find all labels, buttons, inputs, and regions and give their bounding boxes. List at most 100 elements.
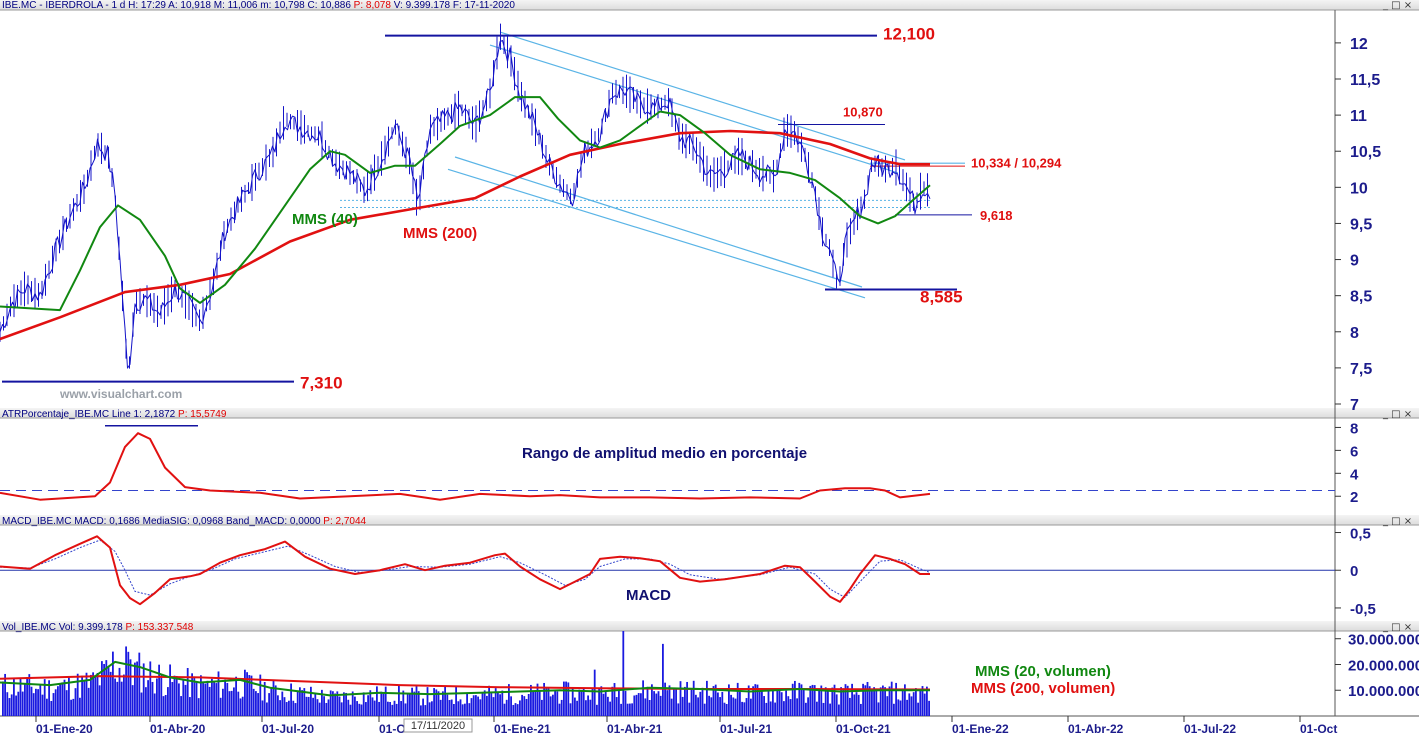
volume-bar [92,672,94,716]
volume-bar [688,702,691,716]
volume-bar [90,674,92,716]
volume-window-buttons[interactable]: _ □ × [1383,622,1413,633]
volume-bar [208,686,211,716]
volume-bar [63,679,66,716]
x-tick-label: 01-Ene-21 [494,722,551,736]
volume-bar [769,701,772,716]
volume-bar [706,680,708,716]
volume-bar [765,702,768,716]
volume-bar [290,683,292,716]
volume-bar [426,687,429,716]
volume-bar [549,696,552,716]
volume-bar [926,686,928,716]
volume-bar [459,699,462,716]
volume-bar [125,646,127,716]
volume-bar [468,703,471,716]
price-level-label: 8,585 [920,288,963,307]
volume-bar [340,702,343,716]
watermark: www.visualchart.com [59,387,182,401]
volume-bar [464,703,466,716]
volume-bar [552,694,554,716]
volume-bar [19,677,22,716]
volume-bar [648,700,651,716]
macd-header: MACD_IBE.MC MACD: 0,1686 MediaSIG: 0,096… [2,516,366,528]
atr-window-buttons[interactable]: _ □ × [1383,409,1413,420]
price-level-label: 12,100 [883,25,935,44]
volume-bar [283,697,286,716]
volume-bar [534,691,537,716]
volume-bar [8,698,11,716]
volume-bar [81,675,83,716]
volume-bar [796,698,798,716]
volume-bar [167,687,169,716]
volume-bar [675,687,677,716]
volume-bar [745,698,748,716]
volume-bar [488,685,490,716]
volume-bar [222,688,224,716]
volume-bar [123,674,125,716]
volume-bar [455,686,457,716]
macd-window-buttons[interactable]: _ □ × [1383,516,1413,527]
volume-bar [107,666,110,716]
price-y-tick-label: 7,5 [1350,361,1372,378]
volume-bar [156,678,158,716]
volume-line-mms200 [0,675,931,691]
volume-bar [345,692,347,716]
volume-bar [15,695,17,716]
legend-mms40: MMS (40) [292,211,358,228]
price-channel-line [447,168,866,299]
volume-bar [831,687,834,716]
volume-bar [173,675,176,716]
volume-bar [472,695,475,716]
volume-bar [41,694,44,716]
x-tick-label: 01-O [379,722,406,736]
volume-bar [585,700,587,716]
volume-bar [714,684,717,716]
label-layer: 12 11,5 11 10,5 10 9,5 9 8,5 8 7,5 7 12,100 10,870 10… [36,25,1419,736]
volume-bar [653,691,655,716]
volume-bar [87,687,90,716]
volume-bar [622,631,625,716]
volume-bar [479,699,482,716]
volume-bar [734,698,737,716]
price-channel-line [454,156,863,288]
volume-bar [191,673,193,716]
volume-bar [717,692,719,716]
volume-bar [787,696,790,716]
volume-bar [589,699,592,716]
price-level-label: 7,310 [300,374,343,393]
volume-bar [442,691,444,716]
volume-bar [640,693,642,716]
volume-bar [857,694,860,716]
atr-line [0,432,931,501]
price-line-mms200 [0,129,930,341]
volume-bar [664,682,666,716]
volume-bar [710,697,713,716]
volume-bar [818,690,820,716]
volume-bar [435,689,438,716]
volume-bar [684,686,686,716]
volume-bar [615,697,618,716]
volume-bar [593,669,596,716]
price-y-tick-label: 10 [1350,180,1368,197]
volume-y-tick-label: 10.000.000 [1348,683,1419,700]
volume-bar [556,691,559,716]
volume-bar [637,693,640,716]
volume-bar [186,667,189,716]
volume-bar [279,700,281,716]
volume-bar [508,684,510,716]
volume-bar [318,702,321,716]
price-y-tick-label: 8 [1350,325,1359,342]
volume-bar [162,696,165,716]
volume-bar [598,687,600,716]
price-window-buttons[interactable]: _ □ × [1383,0,1413,11]
volume-bar [61,682,64,716]
volume-bar [519,700,521,716]
volume-bar [50,700,53,716]
volume-bar [604,690,607,716]
volume-bar [747,685,750,716]
x-tick-label: 01-Jul-22 [1184,722,1236,736]
volume-bar [618,690,620,716]
volume-bar [503,703,506,716]
